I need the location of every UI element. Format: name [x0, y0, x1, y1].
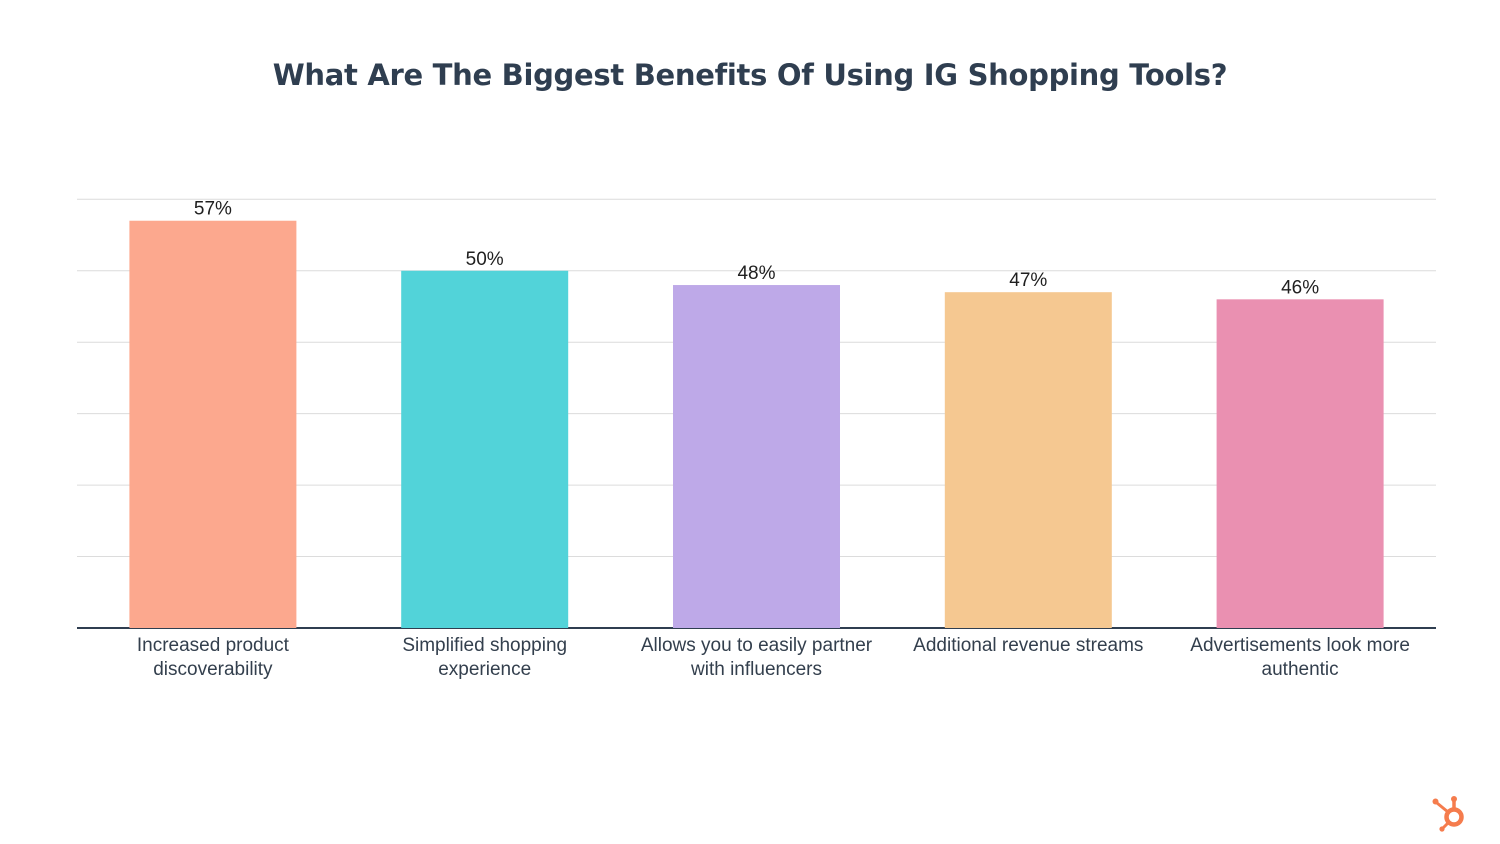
category-label-line: Additional revenue streams	[913, 635, 1143, 656]
data-label: 57%	[194, 199, 232, 220]
bar-layer	[129, 220, 1384, 629]
data-label: 48%	[737, 263, 775, 284]
bar	[944, 292, 1112, 628]
category-label: Additional revenue streams	[913, 635, 1143, 656]
category-label: Advertisements look more authentic	[1190, 635, 1410, 680]
category-label-line: Increased product	[137, 635, 290, 656]
data-label: 50%	[466, 249, 504, 270]
category-label-line: Allows you to easily partner	[641, 635, 873, 656]
category-label: Simplified shopping experience	[402, 635, 567, 680]
category-label-line: Simplified shopping	[402, 635, 567, 656]
bar	[401, 270, 569, 628]
bar	[1216, 299, 1384, 628]
chart-title: What Are The Biggest Benefits Of Using I…	[272, 58, 1228, 92]
category-label: Allows you to easily partner with influen…	[641, 635, 873, 680]
category-label-line: experience	[438, 659, 531, 680]
data-label: 47%	[1009, 270, 1047, 291]
category-label-line: discoverability	[153, 659, 273, 680]
category-label-line: Advertisements look more	[1190, 635, 1410, 656]
category-label-line: authentic	[1262, 659, 1339, 680]
data-label: 46%	[1281, 277, 1319, 298]
hubspot-sprocket-icon	[1432, 796, 1464, 832]
category-label: Increased product discoverability	[137, 635, 290, 680]
bar	[129, 220, 297, 629]
bar	[673, 285, 840, 628]
label-layer: 57% Increased product discoverability 50% Si…	[137, 199, 1410, 680]
category-label-line: with influencers	[690, 659, 822, 680]
